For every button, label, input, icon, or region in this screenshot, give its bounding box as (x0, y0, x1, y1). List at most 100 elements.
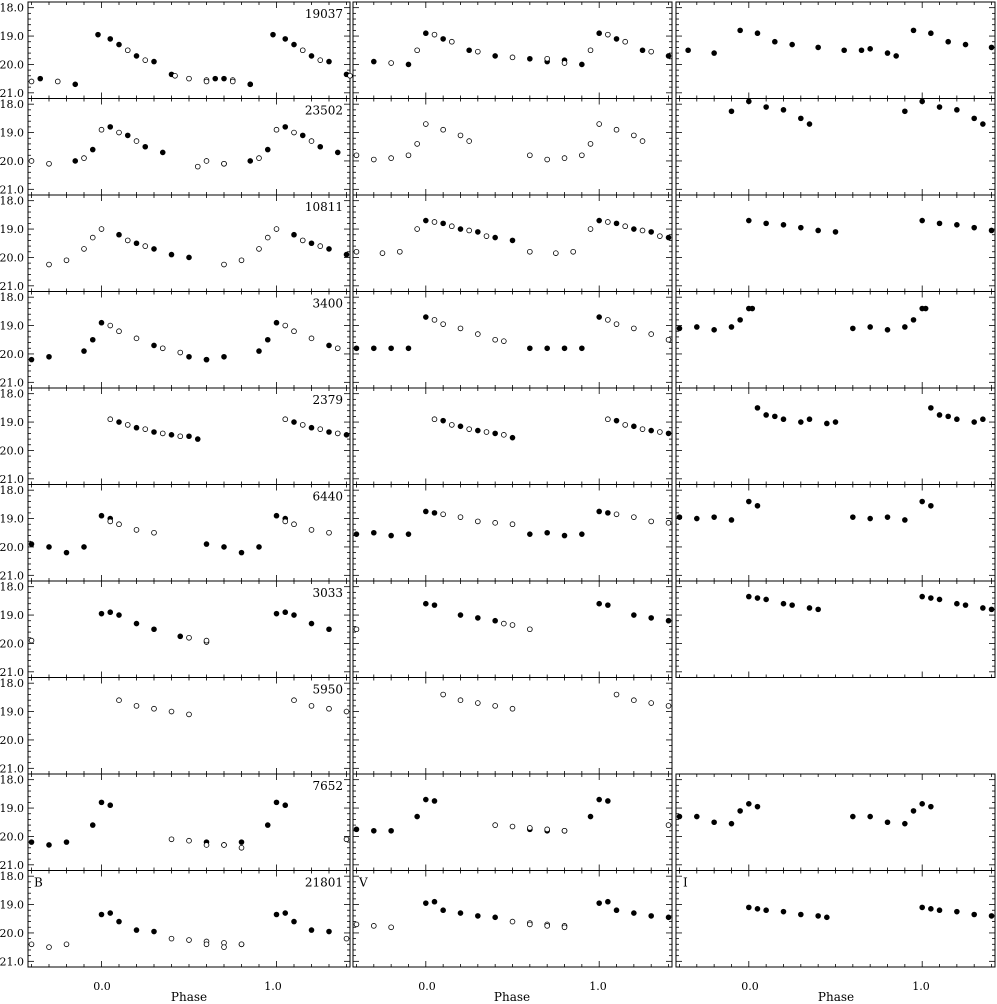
open-point (203, 637, 210, 644)
open-point (353, 152, 360, 159)
filled-point (763, 412, 769, 418)
filled-point (221, 75, 227, 82)
open-point (142, 57, 149, 63)
filled-point (492, 234, 498, 241)
open-point (107, 322, 114, 329)
filled-point (954, 416, 960, 423)
filled-point (28, 356, 35, 363)
filled-point (867, 813, 873, 820)
filled-point (613, 36, 620, 42)
open-point (159, 345, 166, 352)
filled-point (639, 47, 646, 54)
open-point (238, 257, 245, 264)
open-point (605, 416, 611, 423)
filled-point (754, 30, 761, 37)
filled-point (980, 416, 986, 423)
filled-point (867, 324, 873, 330)
filled-point (247, 158, 254, 164)
open-point (142, 243, 149, 249)
filled-point (763, 596, 769, 603)
open-point (63, 941, 70, 948)
filled-point (527, 55, 533, 62)
filled-point (884, 50, 891, 56)
filled-point (579, 345, 585, 352)
filled-point (326, 246, 332, 252)
open-point (492, 703, 498, 709)
filled-point (728, 108, 735, 115)
filled-point (711, 327, 717, 333)
filled-point (343, 251, 350, 258)
y-tick-label: 19.0 (0, 30, 24, 43)
filled-point (151, 246, 157, 252)
open-point (151, 529, 157, 536)
filled-point (151, 342, 157, 349)
filled-point (405, 531, 412, 537)
open-point (501, 338, 507, 344)
filled-point (928, 803, 934, 810)
filled-point (151, 58, 157, 65)
panel-6440-I (675, 484, 996, 582)
panel-frame (675, 387, 996, 485)
open-point (81, 246, 87, 252)
open-point (587, 226, 594, 232)
open-point (343, 935, 350, 942)
y-tick-label: 19.0 (0, 706, 24, 719)
open-point (168, 836, 175, 843)
panel-6440-B (27, 484, 351, 582)
open-point (388, 60, 394, 66)
filled-point (457, 423, 464, 430)
open-point (449, 38, 455, 45)
panel-2379-V (352, 387, 673, 485)
y-tick-label: 18.0 (0, 484, 24, 497)
open-point (256, 155, 262, 161)
filled-point (544, 345, 550, 352)
filled-point (159, 149, 166, 156)
y-tick-label: 21.0 (0, 280, 24, 293)
filled-point (928, 502, 934, 509)
open-point (151, 705, 157, 712)
filled-point (711, 50, 717, 56)
open-point (308, 527, 315, 533)
filled-point (613, 417, 620, 424)
open-point (347, 72, 353, 79)
y-tick-label: 21.0 (0, 569, 24, 582)
y-tick-label: 18.0 (0, 291, 24, 304)
filled-point (133, 620, 140, 627)
filled-point (264, 146, 271, 153)
open-point (186, 75, 192, 82)
panel-19037-I (675, 1, 996, 99)
filled-point (46, 842, 52, 848)
y-tick-label: 18.0 (0, 98, 24, 111)
open-point (570, 248, 576, 255)
x-tick-label-1-col1: 1.0 (589, 980, 607, 993)
filled-point (631, 910, 637, 916)
filled-point (746, 217, 752, 224)
open-point (28, 941, 35, 948)
y-tick-label: 20.0 (0, 155, 24, 168)
filled-point (605, 602, 611, 608)
y-tick-label: 19.0 (0, 609, 24, 622)
filled-point (798, 115, 804, 122)
y-tick-label: 18.0 (0, 870, 24, 883)
filled-point (326, 626, 332, 633)
filled-point (605, 898, 611, 905)
open-point (414, 226, 420, 232)
filled-point (902, 820, 908, 827)
filled-point (728, 820, 735, 827)
filled-point (273, 319, 280, 326)
open-point (414, 141, 420, 147)
open-point (605, 31, 611, 38)
panel-3033-B (27, 580, 351, 678)
open-point (116, 697, 122, 704)
open-point (483, 233, 490, 239)
filled-point (789, 41, 795, 48)
filled-point (423, 30, 429, 37)
filled-point (133, 424, 140, 431)
open-point (657, 429, 663, 435)
panel-10811-B (27, 194, 351, 292)
filled-point (89, 146, 96, 153)
filled-point (291, 918, 297, 925)
filled-point (780, 222, 787, 228)
x-axis-labels: 0.0 1.0 0.0 1.0 0.0 1.0 Phase Phase Phas… (93, 980, 930, 1004)
filled-point (858, 47, 865, 54)
